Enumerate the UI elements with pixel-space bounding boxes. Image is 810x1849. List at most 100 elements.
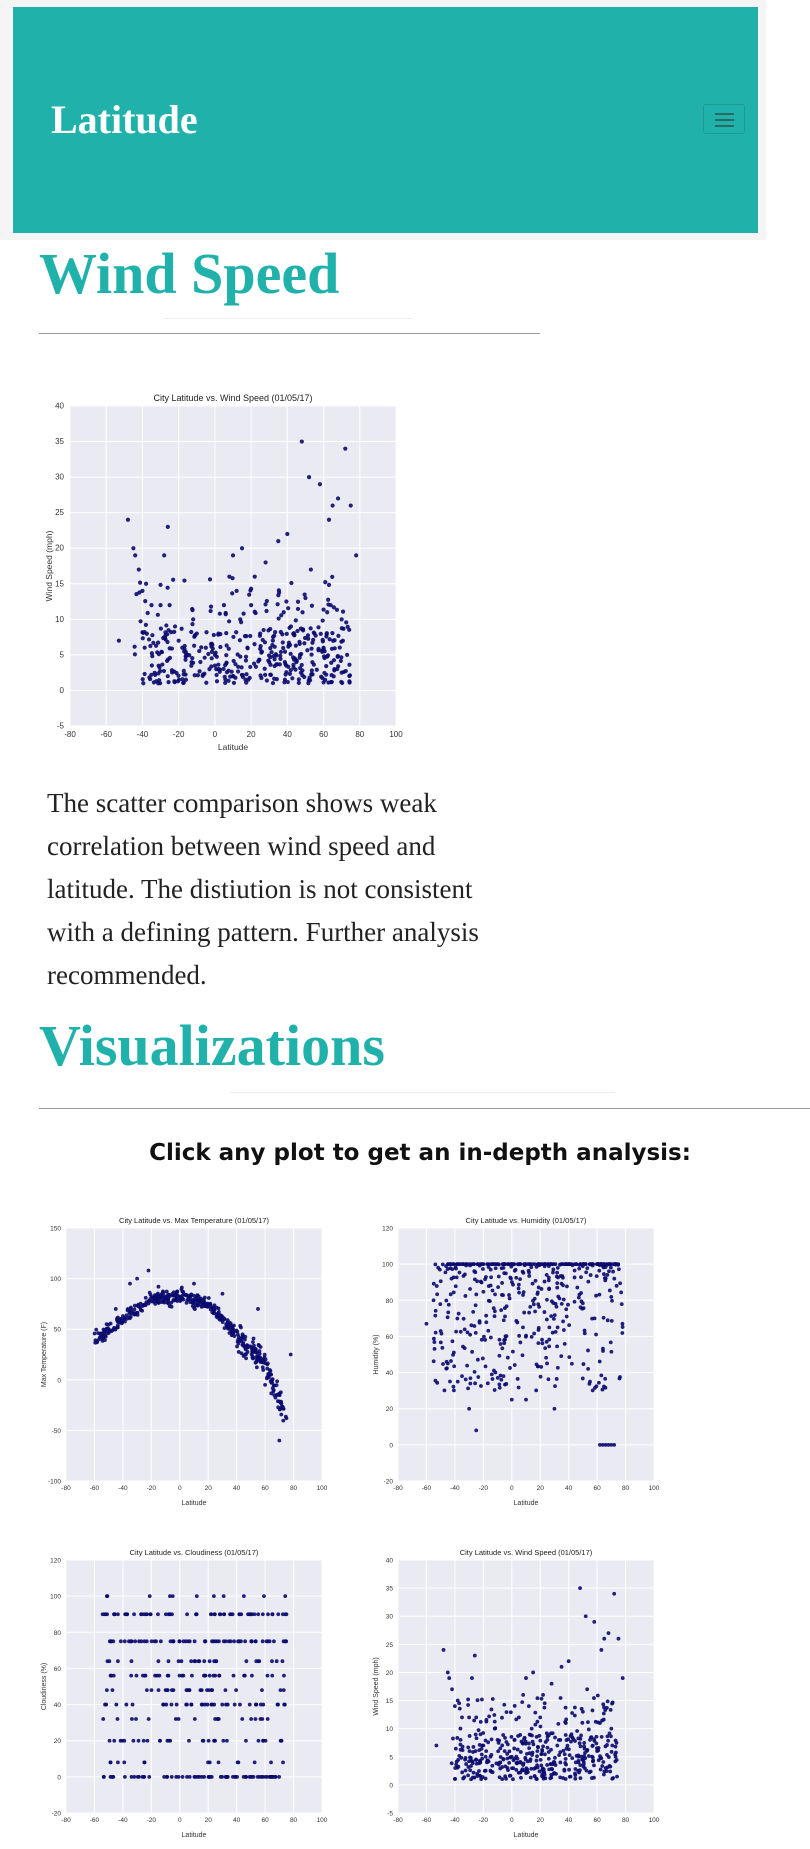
cloudiness-plot[interactable]: -80 -60 -40 -20 0 20 40 60 80 100 -20 0 20 40 60 80 100 1… [30,1544,340,1849]
data-point [616,1636,621,1641]
data-point [281,645,286,651]
data-point [558,1775,563,1780]
data-point [329,672,334,678]
data-point [453,1746,458,1751]
data-point [500,1765,505,1769]
data-point [190,622,195,627]
data-point [253,1639,258,1644]
data-point [339,639,344,644]
data-point [594,1293,598,1298]
data-point [511,1777,515,1782]
data-point [461,1316,466,1321]
x-tick-label: 60 [261,1817,269,1824]
data-point [561,1319,565,1324]
data-point [527,1274,532,1278]
navbar-brand[interactable]: Latitude [51,97,198,142]
data-point [146,1268,151,1273]
data-point [264,678,270,683]
data-point [521,1290,526,1295]
data-point [490,1288,495,1293]
data-point [559,1664,564,1669]
data-point [269,1391,274,1396]
data-point [187,1688,192,1693]
data-point [567,1355,572,1360]
x-tick-label: -80 [61,1817,71,1824]
data-point [548,1776,553,1781]
data-point [597,1263,602,1268]
data-point [214,672,219,678]
data-point [331,605,337,610]
data-point [167,655,173,660]
y-axis-label: Wind Speed (mph) [44,530,54,601]
data-point [252,574,257,579]
humidity-plot[interactable]: -80 -60 -40 -20 0 20 40 60 80 100 -20 0 20 40 60 80 100 1… [362,1212,672,1517]
data-point [458,1737,463,1742]
data-point [224,1702,228,1707]
data-point [520,1353,525,1358]
data-point [263,1382,268,1387]
data-point [537,1769,542,1774]
data-point [153,1299,157,1304]
data-point [586,1366,591,1371]
section-divider [39,1108,810,1109]
data-point [116,1612,120,1617]
data-point [280,632,285,637]
data-point [483,1776,488,1781]
data-point [443,1270,448,1275]
data-point [191,617,196,622]
data-point [112,1326,116,1330]
x-tick-label: -60 [90,1485,100,1492]
max-temperature-plot[interactable]: -80 -60 -40 -20 0 20 40 60 80 100 -100 -50 0 50 100 150… [30,1212,340,1517]
data-point [171,577,176,582]
data-point [202,655,207,660]
y-tick-label: 100 [382,1262,393,1269]
data-point [143,1302,148,1307]
data-point [122,1774,127,1779]
data-point [214,654,219,659]
data-point [466,1765,471,1769]
data-point [187,1774,192,1779]
data-point [489,1752,494,1757]
data-point [320,648,325,653]
data-point [439,1331,444,1336]
data-point [599,1648,604,1652]
data-point [549,1772,554,1777]
x-tick-label: -60 [100,730,112,739]
x-tick-label: 0 [178,1485,182,1492]
wind-speed-scatter-plot[interactable]: -80 -60 -40 -20 0 20 40 60 80 100 -5 0 5 10 15 20 25 30 35… [40,386,410,766]
data-point [531,1302,536,1307]
data-point [185,1612,189,1617]
data-point [248,1774,253,1779]
data-point [142,645,147,650]
data-point [150,653,155,659]
data-point [194,1594,199,1599]
data-point [602,1276,607,1280]
data-point [202,1659,207,1664]
data-point [533,1309,537,1314]
data-point [209,664,214,669]
data-point [501,1374,506,1379]
y-tick-label: 0 [57,1774,61,1781]
x-tick-label: 60 [593,1817,601,1824]
hamburger-icon[interactable] [703,104,745,134]
data-point [608,1340,613,1345]
data-point [581,1362,586,1366]
data-point [490,1262,495,1267]
data-point [189,629,194,635]
data-point [554,1274,559,1279]
data-point [575,1729,580,1733]
data-point [206,1296,211,1300]
data-point [180,1774,185,1779]
data-point [582,1746,587,1751]
data-point [331,638,336,643]
data-point [470,1349,475,1354]
data-point [549,1681,554,1686]
data-point [221,1594,226,1599]
y-axis-label: Wind Speed (mph) [373,1657,380,1715]
data-point [339,617,344,622]
data-point [466,1773,470,1778]
y-tick-label: -100 [48,1479,61,1486]
y-tick-label: -5 [387,1811,393,1818]
data-point [214,1305,219,1310]
wind-speed-small-plot[interactable]: -80 -60 -40 -20 0 20 40 60 80 100 -5 0 5 10 15 20 25 30 35… [362,1544,672,1849]
